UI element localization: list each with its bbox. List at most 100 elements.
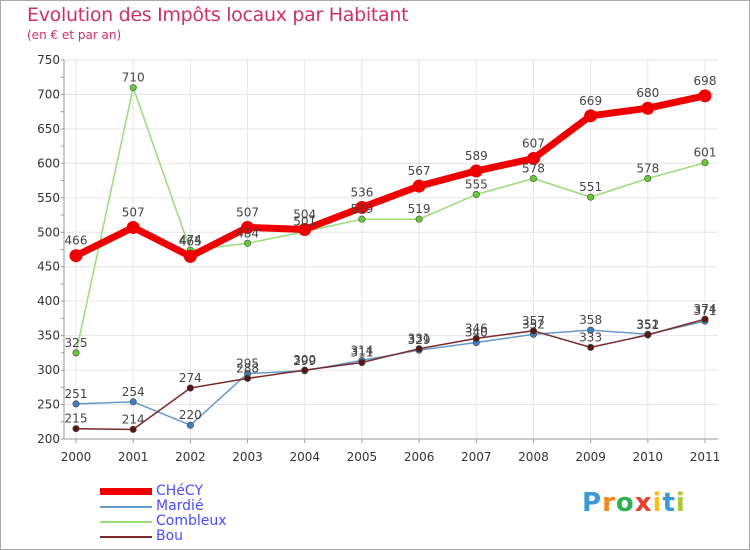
data-label-checy: 669	[579, 94, 602, 108]
data-label-bou: 351	[636, 318, 659, 332]
data-label-bou: 331	[408, 332, 431, 346]
data-label-bou: 333	[579, 330, 602, 344]
y-tick-label: 500	[37, 225, 60, 239]
y-tick-label: 300	[37, 363, 60, 377]
data-point-mardie	[587, 326, 595, 334]
data-label-combleux: 519	[408, 202, 431, 216]
data-point-bou	[186, 384, 194, 392]
data-label-checy: 589	[465, 149, 488, 163]
data-point-checy	[641, 101, 655, 115]
data-point-mardie	[186, 421, 194, 429]
data-point-combleux	[701, 159, 709, 167]
y-tick-label: 200	[37, 432, 60, 446]
data-label-bou: 374	[694, 302, 717, 316]
data-label-checy: 567	[408, 164, 431, 178]
series-line-combleux	[75, 86, 706, 354]
data-point-combleux	[129, 84, 137, 92]
data-point-checy	[298, 223, 312, 237]
data-point-bou	[701, 315, 709, 323]
x-tick-label: 2002	[175, 450, 206, 464]
data-label-checy: 466	[65, 234, 88, 248]
data-label-combleux: 555	[465, 177, 488, 191]
data-label-combleux: 551	[579, 180, 602, 194]
data-label-bou: 288	[236, 361, 259, 375]
y-tick-label: 650	[37, 122, 60, 136]
x-tick-label: 2005	[347, 450, 378, 464]
series-line-checy	[72, 92, 709, 260]
data-label-combleux: 578	[636, 162, 659, 176]
data-point-checy	[241, 220, 255, 234]
logo-letter: t	[662, 488, 676, 518]
plot-area	[64, 60, 718, 439]
data-point-bou	[72, 425, 80, 433]
data-label-mardie: 352	[636, 317, 659, 331]
data-label-mardie: 299	[293, 354, 316, 368]
data-label-bou: 300	[293, 353, 316, 367]
data-label-combleux: 474	[179, 233, 202, 247]
y-tick-label: 700	[37, 87, 60, 101]
logo-letter: i	[652, 488, 663, 518]
data-point-checy	[126, 220, 140, 234]
x-tick-label: 2009	[575, 450, 606, 464]
data-point-combleux	[529, 175, 537, 183]
legend-swatch-checy	[100, 488, 152, 495]
data-point-bou	[529, 327, 537, 335]
y-tick-label: 550	[37, 191, 60, 205]
data-label-checy: 504	[293, 208, 316, 222]
data-point-bou	[129, 425, 137, 433]
data-point-combleux	[644, 175, 652, 183]
legend-swatch-combleux	[100, 521, 152, 523]
data-point-bou	[587, 343, 595, 351]
legend-swatch-mardie	[100, 506, 152, 508]
data-point-bou	[415, 345, 423, 353]
y-tick-label: 750	[37, 53, 60, 67]
data-label-checy: 680	[636, 86, 659, 100]
legend-label-checy: CHéCY	[156, 483, 203, 499]
data-point-combleux	[415, 215, 423, 223]
data-label-bou: 274	[179, 371, 202, 385]
chart-subtitle: (en € et par an)	[27, 28, 122, 42]
x-tick-label: 2008	[518, 450, 549, 464]
data-point-checy	[469, 164, 483, 178]
data-point-mardie	[72, 400, 80, 408]
data-label-combleux: 501	[293, 215, 316, 229]
data-label-mardie: 371	[694, 304, 717, 318]
data-point-combleux	[358, 215, 366, 223]
data-label-checy: 465	[179, 234, 202, 248]
data-point-bou	[301, 366, 309, 374]
data-label-checy: 507	[122, 205, 145, 219]
x-tick-label: 2006	[404, 450, 435, 464]
data-label-checy: 507	[236, 205, 259, 219]
data-point-checy	[584, 109, 598, 123]
data-point-checy	[69, 249, 83, 263]
x-tick-label: 2000	[61, 450, 92, 464]
logo-letter: o	[615, 488, 635, 518]
x-tick-label: 2004	[289, 450, 320, 464]
data-point-checy	[526, 152, 540, 166]
data-label-mardie: 358	[579, 313, 602, 327]
data-label-bou: 214	[122, 412, 145, 426]
data-label-combleux: 484	[236, 226, 259, 240]
y-tick-label: 400	[37, 294, 60, 308]
data-label-bou: 215	[65, 412, 88, 426]
series-line-bou	[75, 318, 706, 431]
data-point-combleux	[72, 349, 80, 357]
proxiti-logo: Proxiti	[582, 488, 686, 518]
y-tick-label: 600	[37, 156, 60, 170]
data-label-combleux: 519	[350, 202, 373, 216]
data-label-mardie: 251	[65, 387, 88, 401]
data-label-mardie: 352	[522, 317, 545, 331]
data-point-bou	[358, 359, 366, 367]
data-label-mardie: 314	[350, 343, 373, 357]
chart-title: Evolution des Impôts locaux par Habitant	[27, 4, 409, 26]
data-point-checy	[355, 200, 369, 214]
data-label-bou: 357	[522, 314, 545, 328]
data-label-mardie: 295	[236, 357, 259, 371]
data-point-bou	[244, 374, 252, 382]
x-tick-label: 2011	[690, 450, 721, 464]
data-label-mardie: 220	[179, 408, 202, 422]
legend-swatch-bou	[100, 536, 152, 538]
data-label-mardie: 340	[465, 326, 488, 340]
data-point-bou	[472, 334, 480, 342]
